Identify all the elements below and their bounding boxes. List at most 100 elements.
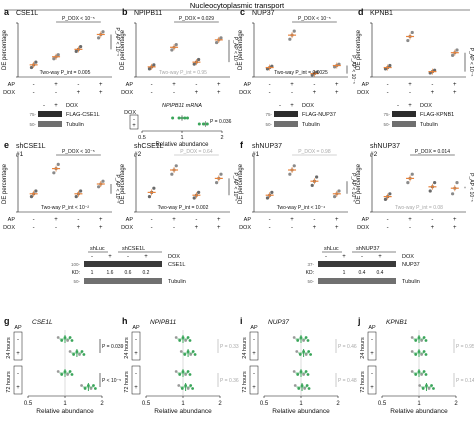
data-point [174,164,178,168]
panel-letter: e [4,140,9,150]
mrna-dox-label: DOX [124,110,136,116]
data-point [418,384,422,387]
ap-row-label: AP [8,82,16,88]
data-point [174,43,178,47]
data-point [297,387,301,390]
two-way-label: Two-way P_int = 0.002 [158,205,209,211]
data-point [79,189,83,193]
panel-letter: i [240,316,243,326]
ap-sign: + [335,82,339,88]
panel-gene-title: shNUP37 [252,143,282,150]
p24-label: P = 0.95 [456,344,474,350]
data-point [68,350,72,353]
ap-row-sign: + [134,385,138,391]
ap-sign: + [172,82,176,88]
data-point [97,185,101,189]
ap-sign: - [151,82,153,88]
data-point [178,339,182,342]
panel-letter: c [240,7,245,17]
panel-gene-title: NUP37 [268,319,289,326]
dox-sign: - [269,90,271,96]
ap-row-sign: + [252,385,256,391]
mrna-p-label: P = 0.036 [210,119,232,125]
row-24h-label: 24 hours [242,337,248,359]
blot-band-tubulin [392,121,416,127]
data-point [186,387,190,390]
data-point [430,384,433,387]
y-axis-label: DE percentage [356,163,362,204]
data-point [292,29,296,33]
data-point [388,192,392,196]
x-tick-label: 2 [454,401,458,407]
mw-marker: 100- [71,262,81,267]
blot-header-target: shNUP37 [356,246,380,252]
ap-sign: + [408,82,412,88]
panel-gene-title: CSE1L [16,10,38,17]
data-point [422,350,426,353]
mw-marker: 50- [307,279,314,284]
mrna-dox-plus: + [132,123,136,129]
ap-sign: + [99,217,103,223]
data-point [188,339,192,342]
y-axis-label: DE percentage [238,163,244,204]
p-ap-label: P_AP < 10⁻⁵ [468,173,474,202]
dox-sign: - [173,225,175,231]
data-point [292,336,296,339]
mrna-row-box [129,114,139,130]
data-point [302,373,306,376]
panel-letter: f [240,140,244,150]
dox-sign: - [387,225,389,231]
data-point [97,36,101,40]
panel-letter: d [358,7,364,17]
ap-sign: + [172,217,176,223]
data-point [188,373,192,376]
ap-sign: + [453,82,457,88]
dox-sign: - [151,90,153,96]
blot-dox-plus: + [290,103,294,109]
data-point [34,189,38,193]
data-point [192,62,196,66]
ap-col-label: AP [14,325,22,331]
panel-sub-title: #2 [370,151,378,158]
figure-header-title: Nucleocytoplasmic transport [190,1,285,10]
p-ap-label: P_AP < 10⁻⁵ [350,55,356,84]
data-point [66,339,70,342]
ap-sign: - [431,217,433,223]
data-point [56,162,60,166]
data-point [432,387,435,390]
data-point [184,339,188,342]
kd-value: 0.4 [377,270,384,276]
blot-dox-minus: - [279,103,281,109]
mrna-point [183,116,187,120]
y-axis-label: DE percentage [356,29,362,70]
mrna-x-label: Relative abundance [155,142,209,148]
data-point [60,373,64,376]
blot-dox-minus: - [397,103,399,109]
blot-target-label: NUP37 [402,262,420,268]
data-point [292,370,296,373]
blot-dox-label: DOX [402,254,414,260]
blot-tubulin-label: Tubulin [420,122,438,128]
mw-marker: 75- [383,112,390,117]
ap-sign: - [269,82,271,88]
dox-sign: + [313,90,317,96]
data-point [414,339,418,342]
dox-sign: - [55,90,57,96]
blot-dox-plus: + [408,103,412,109]
ap-sign: - [313,217,315,223]
data-point [74,195,78,199]
data-point [82,353,86,356]
row-24h-label: 24 hours [360,337,366,359]
data-point [192,196,196,200]
data-point [56,53,60,57]
blot-band-target [318,261,396,267]
row-72h-label: 72 hours [124,371,130,393]
x-axis-label: Relative abundance [390,408,448,415]
data-point [304,336,308,339]
panel-gene-title: CSE1L [32,319,53,326]
data-point [177,384,181,387]
blot-dox-sign: + [342,254,346,260]
row-72h-label: 72 hours [6,371,12,393]
group-box-72h [13,365,23,395]
